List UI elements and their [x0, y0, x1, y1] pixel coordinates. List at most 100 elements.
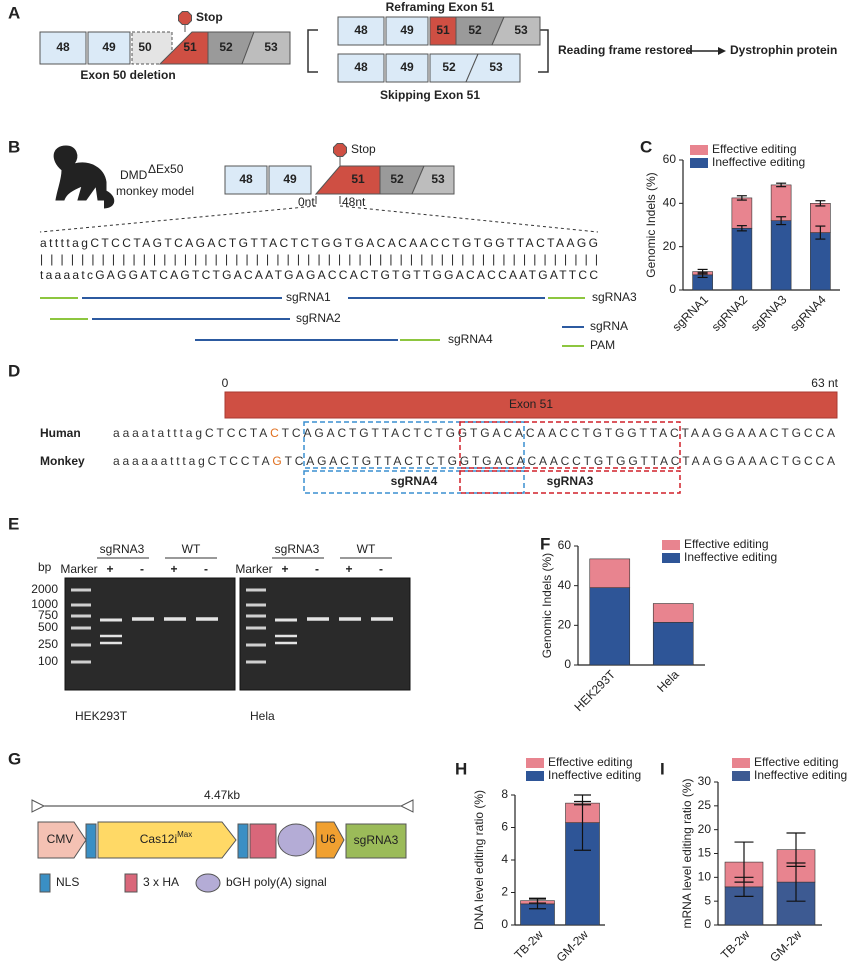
panel-letter: D — [8, 361, 20, 380]
gel-image — [64, 577, 236, 691]
exon — [385, 53, 429, 83]
exon — [465, 53, 521, 83]
legend-swatch — [195, 873, 221, 893]
label: sgRNA — [590, 319, 628, 333]
bar — [731, 197, 753, 229]
x-tick-label: Hela — [654, 667, 682, 695]
exon — [268, 165, 312, 195]
end-marker — [399, 799, 414, 813]
label: monkey model — [116, 184, 194, 198]
y-tick-label: 40 — [663, 196, 677, 210]
y-tick-label: 20 — [663, 239, 677, 253]
label: 0nt — [298, 195, 315, 209]
label: bGH poly(A) signal — [226, 875, 327, 889]
gel-band — [132, 617, 154, 621]
gel-band — [71, 588, 91, 592]
legend-label: Ineffective editing — [548, 768, 641, 782]
bar — [652, 603, 694, 623]
gel-image — [239, 577, 411, 691]
label: sgRNA3 — [275, 542, 320, 556]
gel-band — [246, 643, 266, 647]
exon-bar — [224, 391, 838, 419]
legend-swatch — [39, 873, 51, 893]
sequence: attttagCTCCTAGTCAGACTGTTACTCTGGTGACACAAC… — [40, 236, 598, 250]
bar — [770, 184, 792, 221]
legend-swatch — [124, 873, 138, 893]
legend-label: Effective editing — [548, 755, 633, 769]
label: Hela — [250, 709, 275, 723]
sequence-part: aaaatatttagCTCCTA — [113, 426, 267, 440]
bar — [770, 220, 792, 291]
y-tick-label: 4 — [501, 852, 508, 866]
label: DMD — [120, 168, 148, 182]
panel-letter: I — [660, 759, 665, 778]
exon — [39, 31, 87, 65]
gene-label: Cas12iMax — [140, 830, 192, 846]
label: WT — [182, 542, 201, 556]
legend-swatch — [690, 145, 708, 155]
error-bar — [529, 897, 546, 904]
gel-band — [246, 603, 266, 607]
x-tick-label: TB-2w — [718, 927, 753, 962]
gel-band — [307, 617, 329, 621]
panel-letter: E — [8, 514, 19, 533]
x-tick-label: TB-2w — [511, 927, 546, 962]
label: sgRNA3 — [100, 542, 145, 556]
sequence-part: TCAGACTGTTACTCTGGTGACACAACCTGTGGTTACTAAG… — [285, 454, 835, 468]
y-tick-label: 5 — [704, 893, 711, 907]
gel-band — [164, 617, 186, 621]
gel-band — [275, 634, 297, 638]
label: 0 — [222, 376, 229, 390]
bar — [810, 232, 831, 291]
label: 100 — [38, 654, 58, 668]
y-tick-label: 60 — [558, 538, 572, 552]
label: CMV — [47, 832, 74, 846]
label: - — [379, 562, 383, 576]
exon — [87, 31, 131, 65]
legend-label: Ineffective editing — [754, 768, 847, 782]
gel-band — [100, 618, 122, 622]
gel-band — [371, 617, 393, 621]
panel-letter: H — [455, 759, 467, 778]
error-bar — [697, 268, 708, 275]
y-tick-label: 0 — [564, 657, 571, 671]
legend-label: Ineffective editing — [712, 155, 805, 169]
x-tick-label: sgRNA1 — [669, 292, 711, 334]
label: - — [315, 562, 319, 576]
label: NLS — [56, 875, 79, 889]
label: 1000 — [31, 597, 58, 611]
error-bar — [736, 225, 747, 232]
exon-label: 49 — [102, 40, 116, 54]
exon-label: 52 — [390, 172, 404, 186]
label: Marker — [235, 562, 272, 576]
y-tick-label: 0 — [501, 917, 508, 931]
gel-band — [246, 626, 266, 630]
promoter — [37, 821, 87, 859]
nls — [237, 823, 249, 859]
gel-band — [71, 643, 91, 647]
gel-band — [275, 618, 297, 622]
exon — [411, 165, 455, 195]
gel-band — [246, 588, 266, 592]
exon-label: 49 — [400, 23, 414, 37]
x-tick-label: sgRNA3 — [748, 292, 790, 334]
y-tick-label: 10 — [698, 870, 712, 884]
gene-sup: Max — [177, 830, 192, 839]
exon-label: 49 — [400, 60, 414, 74]
error-bar — [786, 832, 806, 867]
poly-a — [277, 823, 315, 857]
y-axis-label: DNA level editing ratio (%) — [472, 790, 486, 930]
gel-band — [71, 603, 91, 607]
bar — [731, 227, 753, 291]
exon-label: 51 — [183, 40, 197, 54]
error-bar — [776, 216, 787, 226]
stop-sign — [333, 143, 347, 157]
label: ΔEx50 — [148, 162, 184, 176]
y-tick-label: 8 — [501, 787, 508, 801]
exon-label: 53 — [489, 60, 503, 74]
label: 2000 — [31, 582, 58, 596]
legend-label: Ineffective editing — [684, 550, 777, 564]
y-tick-label: 15 — [698, 846, 712, 860]
label: 3 x HA — [143, 875, 179, 889]
sequence-part: C — [270, 426, 279, 440]
